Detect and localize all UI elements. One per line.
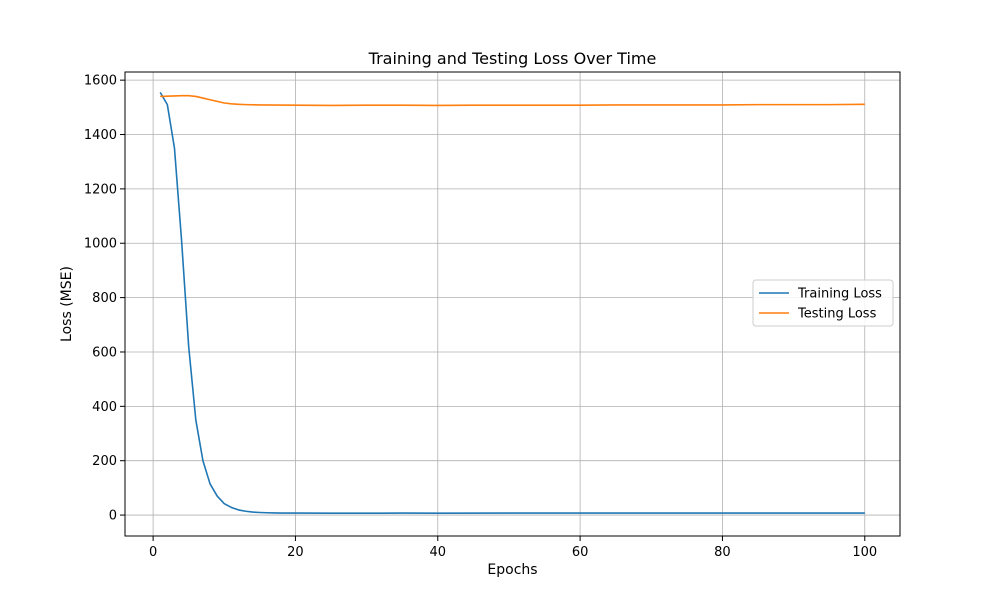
legend: Training Loss Testing Loss	[752, 279, 894, 327]
x-tick-label: 60	[572, 545, 589, 560]
chart-title: Training and Testing Loss Over Time	[368, 49, 657, 68]
x-tick-label: 40	[430, 545, 447, 560]
legend-label: Training Loss	[797, 287, 882, 302]
y-tick-label: 800	[92, 291, 117, 306]
y-tick-label: 1000	[84, 237, 117, 252]
series-layer	[159, 91, 865, 514]
x-axis-label: Epochs	[487, 562, 537, 578]
x-tick-label: 80	[714, 545, 731, 560]
series-line-testing-loss	[160, 94, 865, 107]
series-line-training-loss	[159, 91, 865, 514]
y-tick-label: 1600	[84, 74, 117, 89]
y-tick-label: 400	[92, 400, 117, 415]
legend-label: Testing Loss	[797, 307, 877, 322]
ticks: 0 20 40 60 80 1000200400600800100012001400160…	[84, 74, 877, 560]
x-tick-label: 20	[287, 545, 304, 560]
x-tick-label: 100	[852, 545, 877, 560]
y-tick-label: 600	[92, 345, 117, 360]
y-tick-label: 1200	[84, 182, 117, 197]
y-axis-label: Loss (MSE)	[59, 266, 75, 342]
plot-frame	[124, 71, 901, 537]
x-tick-label: 0	[149, 545, 157, 560]
y-tick-label: 200	[92, 454, 117, 469]
y-tick-label: 1400	[84, 128, 117, 143]
legend-box	[752, 279, 894, 327]
y-tick-label: 0	[109, 509, 117, 524]
